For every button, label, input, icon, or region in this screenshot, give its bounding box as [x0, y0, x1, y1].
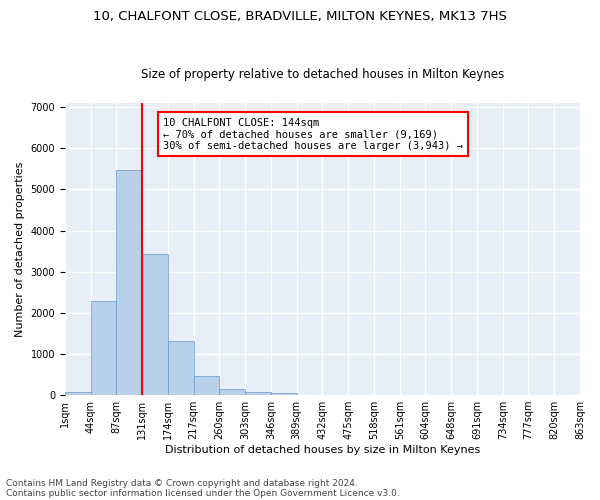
Bar — [142, 254, 168, 395]
Title: Size of property relative to detached houses in Milton Keynes: Size of property relative to detached ho… — [141, 68, 504, 81]
Bar — [116, 170, 142, 395]
Bar — [271, 394, 296, 395]
Bar — [91, 302, 116, 395]
Bar — [194, 376, 220, 395]
X-axis label: Distribution of detached houses by size in Milton Keynes: Distribution of detached houses by size … — [165, 445, 480, 455]
Text: Contains HM Land Registry data © Crown copyright and database right 2024.: Contains HM Land Registry data © Crown c… — [6, 478, 358, 488]
Text: Contains public sector information licensed under the Open Government Licence v3: Contains public sector information licen… — [6, 488, 400, 498]
Bar — [245, 392, 271, 395]
Y-axis label: Number of detached properties: Number of detached properties — [15, 162, 25, 336]
Text: 10 CHALFONT CLOSE: 144sqm
← 70% of detached houses are smaller (9,169)
30% of se: 10 CHALFONT CLOSE: 144sqm ← 70% of detac… — [163, 118, 463, 151]
Bar — [168, 341, 194, 395]
Bar — [65, 392, 91, 395]
Bar — [220, 388, 245, 395]
Text: 10, CHALFONT CLOSE, BRADVILLE, MILTON KEYNES, MK13 7HS: 10, CHALFONT CLOSE, BRADVILLE, MILTON KE… — [93, 10, 507, 23]
